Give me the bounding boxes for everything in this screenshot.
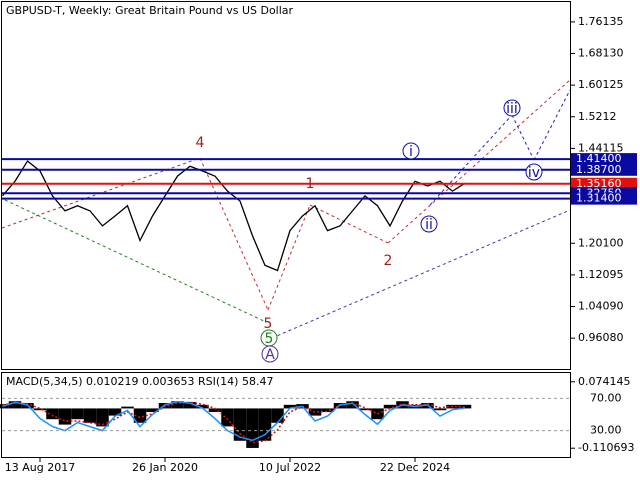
forecast-line [199, 157, 269, 311]
indicator-line [2, 401, 466, 444]
forecast-line [309, 204, 389, 244]
macd-bar [271, 408, 284, 423]
wave-label: i [409, 144, 413, 160]
macd-bar [108, 408, 122, 416]
y-tick-label: 1.20100 [578, 236, 624, 249]
macd-bar [383, 404, 397, 409]
macd-bar [58, 408, 72, 425]
y-tick-label: 0.96080 [578, 331, 624, 344]
macd-bar [8, 401, 22, 409]
macd-bar [83, 408, 97, 423]
x-tick-label: 22 Dec 2024 [380, 461, 450, 474]
macd-bar [121, 406, 134, 409]
x-tick-label: 13 Aug 2017 [5, 461, 75, 474]
y-tick-label: 1.04090 [578, 300, 624, 313]
forecast-line [533, 89, 571, 161]
y2-tick-label: 30.00 [590, 424, 622, 437]
y-tick-label: 1.5212 [578, 110, 617, 123]
level-label: 1.41400 [576, 152, 622, 165]
y-tick-label: 1.76135 [578, 15, 624, 28]
level-label: 1.31400 [576, 192, 622, 205]
macd-bar [433, 408, 447, 411]
y-tick-label: 0.074145 [578, 375, 631, 388]
macd-bar [46, 408, 59, 420]
forecast-lines [1, 79, 571, 339]
wave-label: 5 [265, 331, 274, 347]
price-line [2, 160, 466, 272]
macd-bar [171, 401, 184, 409]
macd-bar [196, 404, 209, 409]
wave-label: ii [425, 217, 433, 233]
macd-bar [146, 408, 159, 413]
macd-bar [346, 401, 359, 409]
macd-bar [321, 408, 334, 413]
y-tick-label: -0.110693 [578, 441, 634, 454]
wave-label: iv [528, 165, 540, 181]
wave-label: 2 [384, 253, 393, 269]
x-tick-label: 26 Jan 2020 [132, 461, 198, 474]
level-tag [571, 153, 637, 166]
y-tick-label: 1.68130 [578, 47, 624, 60]
level-label: 1.38700 [576, 163, 622, 176]
macd-bar [221, 408, 234, 427]
wave-circle [525, 163, 543, 181]
wave-label: 4 [196, 135, 205, 151]
indicator-line [2, 400, 466, 442]
forecast-line [387, 79, 571, 244]
wave-label: iii [506, 101, 518, 117]
forecast-line [4, 199, 267, 323]
macd-bar [183, 401, 197, 409]
wave-label: 5 [264, 316, 273, 332]
wave-label: A [265, 347, 275, 363]
macd-bar [458, 404, 472, 409]
y-tick-label: 1.12095 [578, 268, 624, 281]
y2-tick-label: 70.00 [590, 391, 622, 404]
indicator-title: MACD(5,34,5) 0.010219 0.003653 RSI(14) 5… [6, 375, 273, 388]
wave-circle [261, 345, 279, 363]
macd-bar [133, 408, 147, 423]
x-tick-label: 10 Jul 2022 [259, 461, 321, 474]
wave-circle [402, 142, 420, 160]
macd-bar [96, 408, 109, 427]
y-tick-label: 1.44115 [578, 141, 624, 154]
macd-bar [208, 408, 222, 413]
level-label: 1.35160 [576, 177, 622, 190]
macd-bar [246, 408, 259, 448]
chart-title: GBPUSD-T, Weekly: Great Britain Pound vs… [6, 4, 294, 17]
forecast-line [267, 204, 311, 311]
wave-label: 1 [306, 176, 315, 192]
level-tag [571, 163, 637, 176]
level-tag [571, 177, 637, 190]
macd-bar [233, 408, 247, 441]
wave-circle [503, 99, 521, 117]
macd-bar [71, 408, 84, 420]
indicator-panel [1, 372, 571, 458]
level-tag [571, 192, 637, 205]
wave-circle [420, 215, 438, 233]
macd-bar [358, 408, 372, 411]
macd-bar [283, 404, 297, 409]
y-tick-label: 1.60125 [578, 78, 624, 91]
main-panel [1, 1, 571, 370]
macd-bar [33, 408, 47, 411]
forecast-line [271, 209, 571, 339]
forecast-line [511, 114, 535, 161]
